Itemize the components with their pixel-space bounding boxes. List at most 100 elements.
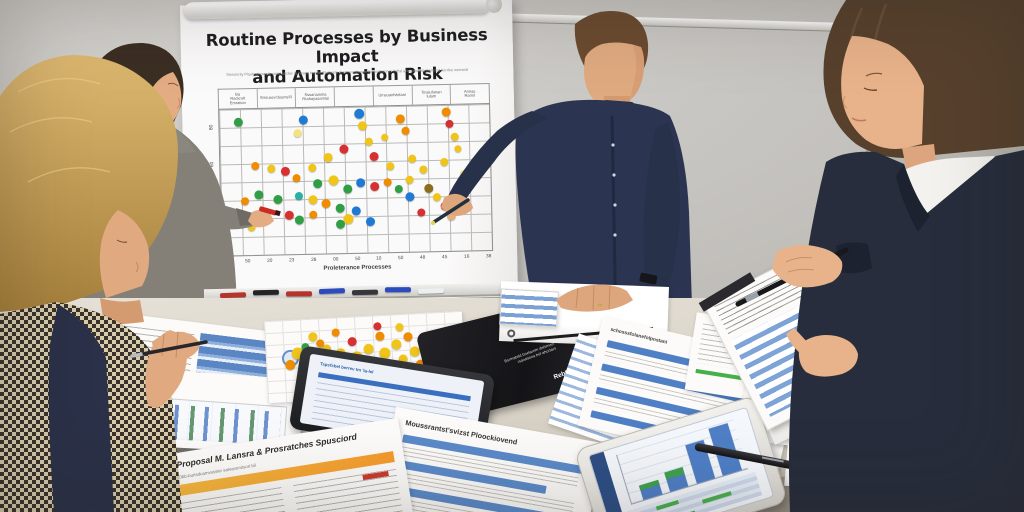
column-header-text: Sssanainma Rrahayasamlai (301, 92, 329, 102)
scatter-dot (351, 205, 361, 216)
scatter-dot (405, 191, 415, 201)
column-header: Sssanainma Rrahayasamlai (295, 87, 335, 108)
scatter-dot (365, 217, 375, 227)
scatter-dot (386, 161, 395, 171)
chart-title: Routine Processes by Business Impact and… (180, 25, 513, 89)
tablet-bar (639, 479, 663, 500)
x-tick-label: 20 (266, 257, 273, 264)
column-header-text: Uinsuanfvletani (378, 92, 407, 98)
scatter-dot (343, 184, 353, 194)
x-tick-label: 48 (420, 254, 426, 260)
scatter-dot (241, 197, 250, 206)
scatter-dot (280, 166, 290, 176)
scatter-dot (380, 133, 388, 141)
scatter-dot (446, 211, 456, 221)
x-tick-label: 50 (398, 254, 404, 261)
sticker-dot (284, 359, 296, 371)
column-header-text: Annas Rarnil (464, 89, 476, 99)
flipchart-marker (252, 289, 280, 296)
scatter-dot (251, 161, 260, 170)
scatter-dot (450, 132, 459, 141)
flipchart-paper-roll (183, 0, 491, 20)
scatter-dot (369, 151, 379, 161)
scatter-dot (424, 183, 434, 194)
flipchart-board: Routine Processes by Business Impact and… (179, 0, 519, 304)
sticker-dot (409, 345, 420, 357)
scatter-dot (247, 223, 256, 232)
scatter-dot (394, 185, 404, 194)
sticker-dot (307, 332, 318, 342)
scatter-dot (357, 121, 368, 131)
scatter-dot (453, 144, 462, 153)
binder-ring (507, 329, 516, 338)
document-bottom-right-2 (902, 417, 1018, 503)
sticker-dot (363, 343, 374, 354)
x-tick-label: 28 (310, 256, 317, 263)
x-tick-label: 23 (288, 257, 295, 263)
x-tick-label: 00 (332, 256, 339, 262)
column-header: Annas Rarnil (449, 84, 490, 104)
binder-small-text: Bsrmateld bnelarrim delsmael rsawetena b… (503, 341, 557, 365)
x-tick-label: 16 (464, 253, 470, 260)
scatter-dot (323, 152, 333, 162)
scatter-dot (354, 108, 365, 120)
column-header: Tinsiufunan lulam (411, 84, 451, 105)
scatter-dot (444, 119, 454, 128)
scatter-dot (335, 219, 345, 229)
x-tick-label: 50 (354, 255, 360, 262)
scatter-dots-layer (219, 104, 492, 256)
scatter-dot (405, 176, 414, 185)
scatter-dot (383, 178, 393, 187)
sticker-dot (373, 322, 382, 331)
scatter-dot (401, 126, 410, 135)
tablet-bar-cap (664, 466, 685, 479)
scatter-dot (233, 117, 243, 128)
flipchart-marker (318, 288, 346, 295)
blue-striped-card (499, 288, 559, 328)
scatter-plot (218, 103, 494, 257)
y-tick-label: 40 (209, 198, 216, 205)
scatter-dot (440, 157, 449, 167)
scatter-dot (309, 210, 318, 219)
column-header-text: Smrusev'duums'R (260, 95, 293, 101)
y-tick-label: 60 (208, 161, 215, 168)
x-tick-label: 10 (376, 255, 382, 261)
flipchart-marker (286, 291, 313, 297)
scatter-dot (339, 144, 349, 155)
red-dashed-row (795, 469, 886, 481)
scatter-dot (432, 193, 442, 202)
scatter-dot (395, 114, 405, 124)
flipchart-marker (351, 289, 379, 296)
scatter-dot (308, 163, 317, 172)
scatter-dot (321, 199, 331, 209)
sticker-dot (331, 328, 341, 337)
scatter-dot (293, 128, 302, 137)
flipchart-marker (417, 288, 445, 295)
scatter-dot (335, 203, 345, 213)
tablet-bar (664, 466, 689, 492)
scatter-dot (407, 154, 416, 163)
scatter-dot (441, 107, 451, 117)
sticker-dot (402, 331, 413, 342)
scatter-dot (308, 195, 318, 205)
scatter-dot (459, 169, 468, 177)
flipchart-marker (384, 287, 411, 293)
sticker-dot (375, 331, 385, 342)
x-tick-label: 45 (442, 253, 448, 260)
x-tick-label: 50 (244, 258, 251, 264)
column-header-text: Tinsiufunan lulam (420, 89, 442, 99)
column-header: Uinsuanfvletani (372, 85, 412, 106)
sticker-dot (390, 338, 402, 350)
sticker-dot (347, 336, 357, 346)
y-tick-label: 20 (210, 235, 217, 242)
scatter-dot (254, 190, 264, 200)
flipchart-roll-cap (485, 0, 503, 14)
scatter-dot (328, 175, 340, 186)
y-tick-label: 80 (208, 124, 214, 131)
tablet-bar-cap (639, 479, 660, 491)
scatter-dot (370, 182, 380, 192)
column-header: Smrusev'duums'R (256, 88, 296, 108)
scatter-dot (267, 164, 276, 173)
scatter-dot (417, 207, 426, 217)
